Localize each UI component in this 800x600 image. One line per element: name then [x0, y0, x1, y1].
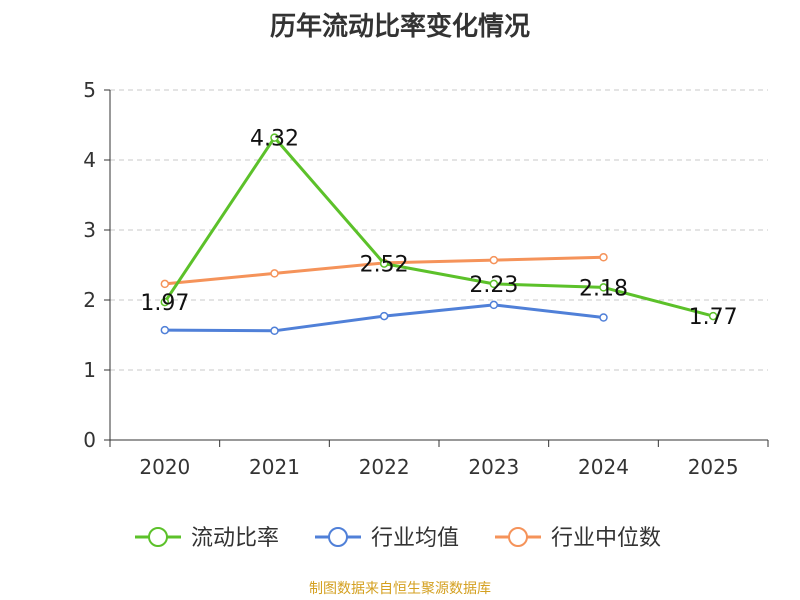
y-tick-label: 1 — [83, 358, 96, 382]
data-label: 4.32 — [250, 127, 299, 152]
data-point — [599, 253, 608, 262]
data-point — [160, 279, 170, 289]
legend-label: 流动比率 — [191, 526, 279, 551]
chart-title: 历年流动比率变化情况 — [269, 12, 530, 42]
legend-item: 行业均值 — [315, 526, 459, 551]
data-point — [379, 259, 389, 268]
series-layer — [160, 133, 718, 336]
data-point — [599, 313, 608, 322]
data-point — [379, 311, 389, 321]
y-tick-label: 5 — [83, 78, 96, 102]
axes: 0 1 2 3 4 5 2020 2021 2022 2023 2024 2025 — [83, 78, 769, 479]
y-tick-label: 0 — [83, 428, 96, 452]
data-point — [489, 255, 499, 265]
data-label: 1.77 — [689, 305, 738, 330]
y-tick-label: 4 — [83, 148, 96, 172]
legend: 流动比率 行业均值 行业中位数 — [135, 526, 661, 551]
y-tick-label: 3 — [83, 218, 96, 242]
legend-item: 行业中位数 — [495, 526, 661, 551]
data-point — [160, 325, 170, 335]
legend-item: 流动比率 — [135, 526, 279, 551]
data-label: 2.18 — [579, 276, 628, 301]
legend-label: 行业均值 — [371, 526, 459, 551]
data-label: 2.52 — [360, 253, 409, 278]
data-label: 1.97 — [140, 291, 189, 316]
x-tick-label: 2023 — [468, 455, 519, 479]
data-point — [270, 133, 279, 142]
data-point — [708, 311, 718, 321]
series-line-0 — [163, 136, 714, 318]
x-tick-label: 2024 — [578, 455, 629, 479]
data-point — [489, 300, 499, 310]
data-point — [270, 326, 279, 336]
x-tick-label: 2022 — [359, 455, 410, 479]
x-tick-label: 2025 — [688, 455, 739, 479]
legend-marker — [328, 527, 348, 547]
data-point — [489, 279, 499, 289]
legend-marker — [508, 527, 528, 547]
x-tick-label: 2021 — [249, 455, 300, 479]
legend-marker — [148, 527, 168, 547]
data-point — [270, 269, 279, 278]
source-note: 制图数据来自恒生聚源数据库 — [309, 581, 491, 597]
y-tick-label: 2 — [83, 288, 96, 312]
gridlines — [110, 89, 768, 371]
x-tick-label: 2020 — [139, 455, 190, 479]
data-label: 2.23 — [469, 273, 518, 298]
data-point — [599, 283, 608, 292]
data-point — [160, 297, 170, 307]
legend-label: 行业中位数 — [551, 526, 661, 551]
data-labels: 1.97 4.32 2.52 2.23 2.18 1.77 — [140, 127, 737, 331]
